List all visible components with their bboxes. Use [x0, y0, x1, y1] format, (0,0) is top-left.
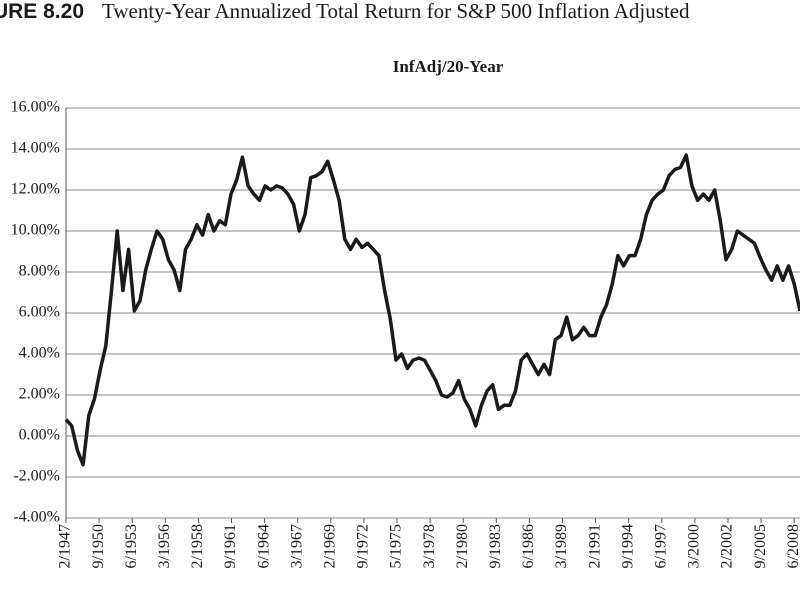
x-tick-label: 3/1967 — [288, 524, 305, 568]
x-tick-label: 3/1978 — [421, 524, 438, 568]
chart-subtitle: InfAdj/20-Year — [393, 57, 504, 76]
y-tick-label: 10.00% — [11, 222, 60, 239]
x-tick-label: 6/1986 — [520, 524, 537, 568]
x-tick-label: 2/2002 — [719, 524, 736, 568]
x-tick-label: 6/1964 — [255, 524, 272, 568]
x-tick-label: 6/1953 — [123, 524, 140, 568]
y-tick-label: 2.00% — [19, 386, 60, 403]
x-tick-label: 2/1947 — [57, 524, 74, 568]
chart-title: Twenty-Year Annualized Total Return for … — [102, 0, 690, 23]
y-tick-label: 12.00% — [11, 181, 60, 198]
x-tick-label: 3/1956 — [156, 524, 173, 568]
x-tick-label: 6/1997 — [652, 524, 669, 568]
y-tick-label: 14.00% — [11, 140, 60, 157]
x-tick-label: 6/2008 — [785, 524, 800, 568]
x-tick-label: 2/1991 — [586, 524, 603, 568]
x-tick-label: 2/1980 — [454, 524, 471, 568]
x-tick-label: 3/1989 — [553, 524, 570, 568]
x-tick-label: 9/1961 — [222, 524, 239, 568]
x-tick-label: 2/1958 — [189, 524, 206, 568]
figure-label: FIGURE 8.20 — [0, 0, 84, 23]
y-tick-label: 4.00% — [19, 345, 60, 362]
x-tick-label: 9/1972 — [355, 524, 372, 568]
x-tick-label: 9/1994 — [619, 524, 636, 568]
x-tick-label: 9/1950 — [90, 524, 107, 568]
x-tick-label: 3/2000 — [686, 524, 703, 568]
y-tick-label: 0.00% — [19, 427, 60, 444]
x-tick-label: 2/1969 — [321, 524, 338, 568]
y-tick-label: 6.00% — [19, 304, 60, 321]
y-tick-label: -4.00% — [13, 509, 60, 526]
data-line — [64, 153, 800, 467]
y-tick-label: -2.00% — [13, 468, 60, 485]
y-tick-label: 8.00% — [19, 263, 60, 280]
x-tick-label: 9/2005 — [752, 524, 769, 568]
y-tick-label: 16.00% — [11, 99, 60, 116]
x-tick-label: 9/1983 — [487, 524, 504, 568]
x-tick-label: 5/1975 — [388, 524, 405, 568]
